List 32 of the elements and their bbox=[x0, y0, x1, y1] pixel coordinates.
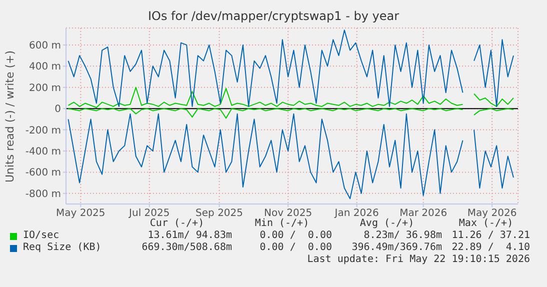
y-tick-label: 200 m bbox=[28, 82, 61, 94]
legend-label: IO/sec bbox=[22, 230, 60, 242]
y-tick-label: 0 bbox=[54, 104, 61, 116]
x-tick-label: May 2025 bbox=[56, 208, 106, 220]
y-tick-label: -400 m bbox=[25, 146, 61, 158]
text: Last update: Fri May 22 19:10:15 2026 bbox=[306, 254, 530, 266]
y-tick-label: 400 m bbox=[28, 62, 61, 73]
x-tick-label: May 2026 bbox=[467, 208, 517, 220]
x-tick-label: Nov 2025 bbox=[264, 208, 312, 220]
y-tick-label: 600 m bbox=[28, 40, 61, 52]
x-tick-label: Jul 2025 bbox=[128, 208, 170, 220]
text: Max (-/+) bbox=[458, 218, 514, 230]
text: 0.00 / 0.00 bbox=[258, 242, 332, 254]
text: Min (-/+) bbox=[254, 218, 310, 230]
chart-title: IOs for /dev/mapper/cryptswap1 - by year bbox=[146, 9, 400, 23]
text: Cur (-/+) bbox=[148, 218, 204, 230]
x-tick-label: Sep 2025 bbox=[196, 208, 244, 220]
x-tick-label: Mar 2026 bbox=[400, 208, 448, 220]
text: 13.61m/ 94.83m bbox=[146, 230, 232, 242]
text: 22.89 / 4.10 bbox=[450, 242, 530, 254]
text: Avg (-/+) bbox=[358, 218, 416, 230]
x-tick-label: Jan 2026 bbox=[334, 208, 379, 220]
text: 669.30m/508.68m bbox=[140, 242, 232, 254]
y-axis-title: Units read (-) / write (+) bbox=[4, 50, 16, 182]
text: 396.49m/369.76m bbox=[350, 242, 442, 254]
y-tick-label: -800 m bbox=[25, 188, 61, 200]
text: 8.23m/ 36.98m bbox=[362, 230, 442, 242]
text: 11.26 / 37.21 bbox=[450, 230, 530, 242]
text: 0.00 / 0.00 bbox=[258, 230, 332, 242]
y-tick-label: -600 m bbox=[25, 168, 61, 179]
y-tick-label: -200 m bbox=[25, 125, 61, 136]
legend-label: Req Size (KB) bbox=[22, 242, 102, 254]
